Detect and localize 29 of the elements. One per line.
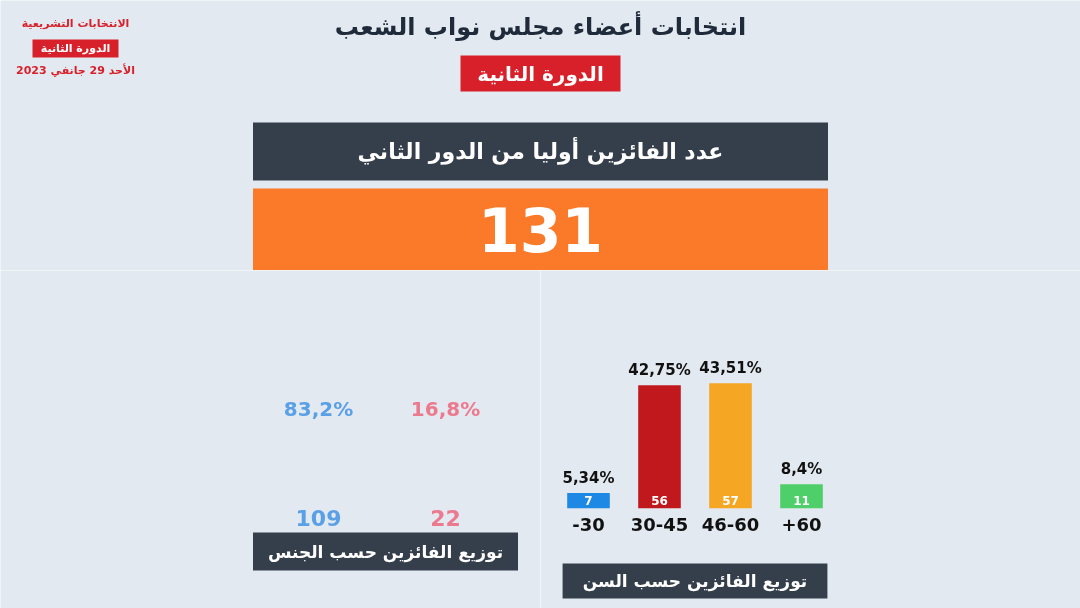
bar xyxy=(780,484,823,509)
text: 83,2% xyxy=(283,396,354,421)
bar xyxy=(638,385,681,509)
x-tick-label: -30 xyxy=(572,514,605,536)
data-label: 57 xyxy=(722,494,739,509)
text: توزيع الفائزين حسب الجنس xyxy=(267,541,504,563)
x-tick-label: +60 xyxy=(781,514,822,536)
text: انتخابات أعضاء مجلس نواب الشعب xyxy=(334,10,747,41)
annotation: 42,75% xyxy=(628,361,691,380)
bar xyxy=(709,383,752,509)
text: الانتخابات التشريعية xyxy=(21,17,130,30)
text: 109 xyxy=(295,505,342,531)
x-tick-label: 30-45 xyxy=(630,514,689,536)
x-axis-title: توزيع الفائزين حسب السن xyxy=(582,570,808,592)
data-label: 56 xyxy=(651,494,668,509)
text: 22 xyxy=(430,505,461,531)
data-label: 11 xyxy=(793,494,810,509)
text: الدورة الثانية xyxy=(40,42,111,55)
annotation: 8,4% xyxy=(780,460,823,479)
data-label: 7 xyxy=(584,494,593,509)
text: الأحد 29 جانفي 2023 xyxy=(16,63,135,77)
text: 131 xyxy=(477,196,604,266)
text: الدورة الثانية xyxy=(477,61,604,86)
x-tick-label: 46-60 xyxy=(701,514,760,536)
text: 16,8% xyxy=(410,396,481,421)
text: عدد الفائزين أوليا من الدور الثاني xyxy=(357,136,724,165)
annotation: 5,34% xyxy=(562,468,615,487)
bar xyxy=(567,492,610,509)
annotation: 43,51% xyxy=(699,359,762,378)
